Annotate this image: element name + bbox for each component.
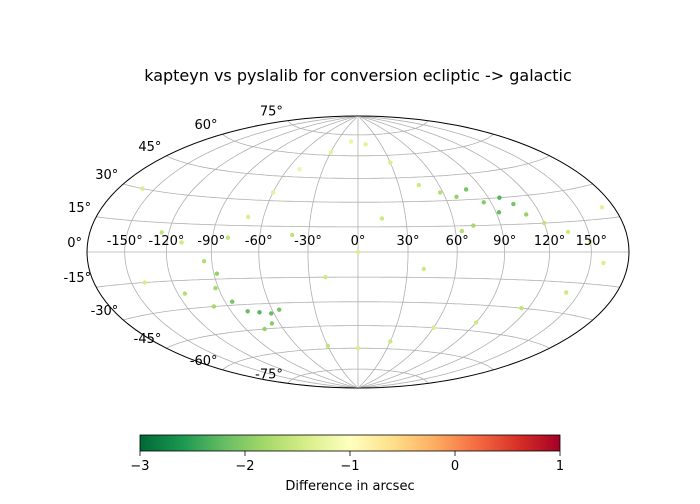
data-point bbox=[363, 142, 368, 147]
data-point bbox=[565, 229, 571, 235]
data-point bbox=[325, 343, 330, 348]
data-point bbox=[599, 205, 605, 210]
latitude-tick-label: -75° bbox=[255, 367, 283, 382]
data-point bbox=[179, 240, 184, 245]
data-point bbox=[159, 230, 164, 235]
latitude-tick-labels: -75° -60° -45° -30° -15° 0° 15° 30° 45° 60° 75° bbox=[63, 105, 282, 383]
colorbar-tick-label: −3 bbox=[130, 459, 149, 474]
data-point bbox=[355, 249, 361, 255]
colorbar-tick-label: −2 bbox=[235, 459, 254, 474]
data-point bbox=[348, 139, 354, 144]
data-point bbox=[269, 321, 275, 326]
latitude-tick-label: 75° bbox=[260, 105, 283, 120]
latitude-tick-label: -30° bbox=[91, 304, 119, 319]
data-point bbox=[323, 275, 328, 280]
meridian-line bbox=[258, 116, 356, 388]
data-point bbox=[497, 195, 502, 200]
data-point bbox=[421, 266, 426, 272]
data-point bbox=[201, 259, 207, 264]
data-point bbox=[290, 232, 295, 238]
latitude-tick-label: -15° bbox=[63, 271, 91, 286]
data-point bbox=[328, 150, 333, 155]
longitude-tick-label: -30° bbox=[294, 234, 322, 249]
chart-title: kapteyn vs pyslalib for conversion eclip… bbox=[144, 66, 572, 85]
data-point bbox=[388, 339, 393, 344]
data-point bbox=[277, 307, 282, 312]
longitude-tick-label: 0° bbox=[351, 234, 366, 249]
data-point bbox=[511, 201, 516, 207]
longitude-tick-label: 60° bbox=[446, 234, 469, 249]
data-point bbox=[182, 291, 188, 296]
longitude-tick-label: 90° bbox=[493, 234, 516, 249]
meridian-line bbox=[361, 116, 505, 388]
data-point bbox=[213, 286, 218, 291]
longitude-tick-label: -90° bbox=[197, 234, 225, 249]
colorbar-tick-label: 0 bbox=[451, 459, 459, 474]
meridian-line bbox=[360, 116, 458, 388]
data-point bbox=[471, 223, 476, 228]
longitude-tick-label: -60° bbox=[245, 234, 273, 249]
map-boundary bbox=[86, 115, 630, 389]
data-point bbox=[297, 167, 302, 172]
data-point bbox=[379, 216, 385, 221]
data-point bbox=[211, 304, 217, 309]
scatter-points bbox=[140, 139, 606, 351]
longitude-tick-label: -120° bbox=[148, 234, 184, 249]
data-point bbox=[245, 309, 250, 314]
data-point bbox=[481, 200, 486, 205]
data-point bbox=[542, 220, 547, 226]
data-point bbox=[496, 210, 502, 215]
longitude-tick-labels: -150° -120° -90° -60° -30° 0° 30° 60° 90° 120° 150… bbox=[107, 234, 607, 249]
meridian-line bbox=[124, 116, 354, 388]
latitude-tick-label: -45° bbox=[134, 332, 162, 347]
latitude-tick-label: 15° bbox=[68, 201, 91, 216]
data-point bbox=[140, 186, 145, 191]
colorbar-tick-label: −1 bbox=[340, 459, 359, 474]
longitude-tick-label: 120° bbox=[534, 234, 565, 249]
latitude-tick-label: 45° bbox=[138, 140, 161, 155]
data-point bbox=[355, 346, 361, 351]
latitude-tick-label: 30° bbox=[95, 168, 118, 183]
meridian-line bbox=[362, 116, 550, 388]
data-point bbox=[246, 214, 251, 220]
data-point bbox=[416, 182, 421, 188]
data-point bbox=[431, 325, 436, 330]
data-point bbox=[588, 239, 593, 244]
latitude-tick-label: 60° bbox=[194, 118, 217, 133]
colorbar-tick-label: 1 bbox=[556, 459, 564, 474]
data-point bbox=[388, 160, 393, 165]
latitude-tick-label: -60° bbox=[190, 354, 218, 369]
data-point bbox=[524, 212, 529, 217]
data-point bbox=[474, 320, 479, 325]
data-point bbox=[270, 190, 276, 195]
data-point bbox=[459, 228, 465, 234]
latitude-tick-label: 0° bbox=[67, 236, 82, 251]
colorbar-gradient bbox=[139, 434, 561, 452]
colorbar-label: Difference in arcsec bbox=[285, 479, 414, 494]
data-point bbox=[601, 260, 606, 266]
colorbar: −3 −2 −1 0 1 Difference in arcsec bbox=[130, 434, 564, 494]
longitude-tick-label: 30° bbox=[396, 234, 419, 249]
data-point bbox=[463, 187, 469, 192]
data-point bbox=[564, 290, 569, 295]
meridian-line bbox=[358, 116, 409, 388]
data-point bbox=[269, 311, 274, 316]
longitude-tick-label: 150° bbox=[576, 234, 607, 249]
data-point bbox=[262, 326, 267, 332]
data-point bbox=[230, 299, 235, 304]
data-point bbox=[454, 194, 459, 199]
colorbar-ticks: −3 −2 −1 0 1 bbox=[130, 451, 564, 474]
data-point bbox=[142, 280, 147, 285]
data-point bbox=[257, 310, 262, 315]
meridian-line bbox=[362, 116, 592, 388]
data-point bbox=[214, 271, 220, 276]
data-point bbox=[437, 190, 443, 195]
data-point bbox=[519, 306, 524, 311]
meridian-line bbox=[166, 116, 354, 388]
data-point bbox=[225, 235, 231, 240]
meridian-line bbox=[211, 116, 355, 388]
longitude-tick-label: -150° bbox=[107, 234, 143, 249]
